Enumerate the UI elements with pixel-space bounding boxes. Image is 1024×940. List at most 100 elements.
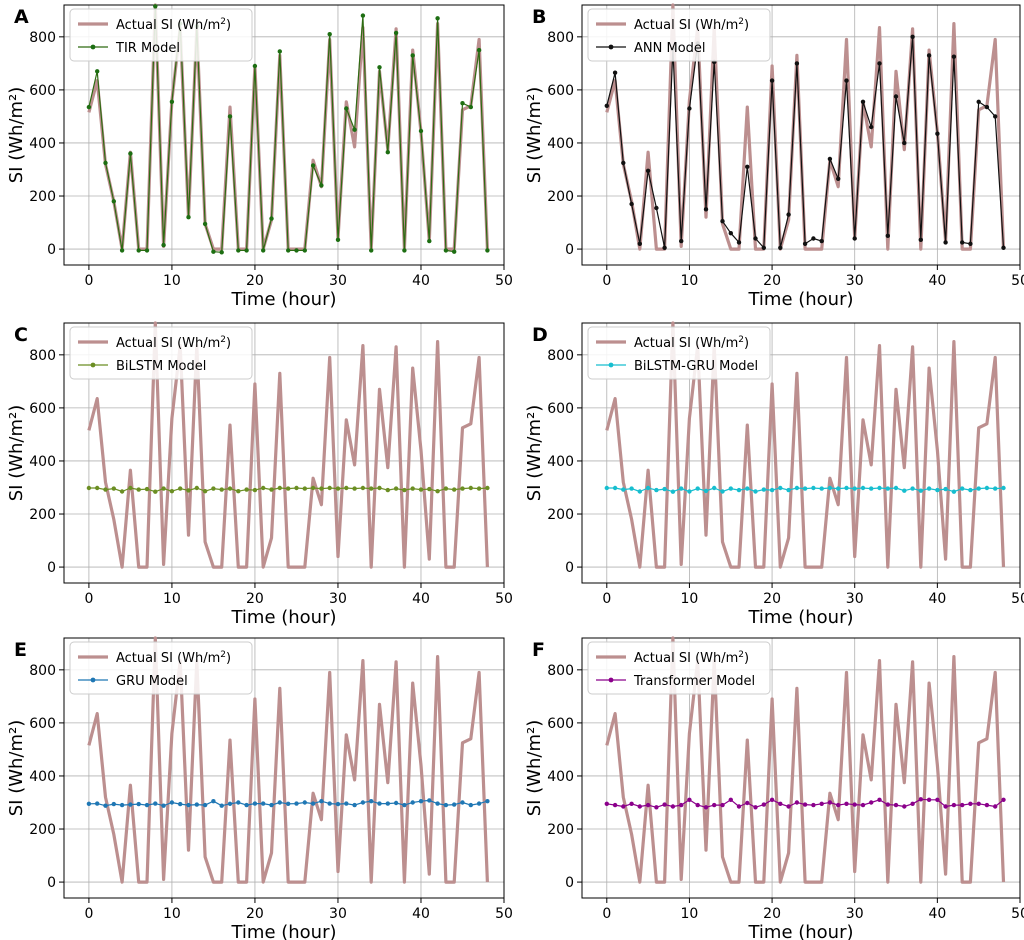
data-point: [778, 485, 783, 491]
data-point: [344, 485, 349, 491]
data-point: [86, 485, 92, 491]
x-tick-label: 50: [1011, 273, 1024, 289]
data-point: [860, 802, 866, 808]
data-point: [827, 800, 833, 805]
y-tick-label: 0: [565, 560, 574, 576]
data-point: [769, 487, 775, 493]
data-point: [720, 802, 725, 808]
data-point: [452, 802, 457, 807]
y-tick-label: 0: [565, 242, 574, 258]
x-axis-label: Time (hour): [747, 289, 853, 310]
panel-letter: C: [14, 324, 28, 346]
legend: Actual SI (Wh/m2) TIR Model: [69, 8, 253, 62]
legend-label-actual-sup: 2: [220, 650, 226, 660]
data-point: [769, 78, 775, 83]
data-point: [968, 801, 973, 806]
data-point: [629, 801, 634, 806]
data-point: [637, 241, 642, 246]
x-tick-label: 40: [928, 906, 946, 922]
data-point: [811, 236, 816, 241]
y-tick-label: 800: [29, 348, 56, 364]
data-point: [761, 802, 766, 807]
x-tick-label: 20: [763, 591, 781, 607]
data-point: [728, 231, 733, 236]
data-point: [119, 802, 125, 808]
data-point: [418, 128, 424, 134]
y-tick-label: 800: [547, 348, 574, 364]
data-point: [319, 486, 324, 491]
data-point: [761, 245, 766, 250]
data-point: [435, 489, 440, 494]
y-tick-label: 400: [29, 769, 56, 785]
data-point: [402, 248, 407, 253]
data-point: [219, 250, 224, 255]
data-point: [951, 489, 957, 494]
data-point: [178, 801, 183, 807]
legend: Actual SI (Wh/m2) Transformer Model: [587, 641, 771, 695]
data-point: [621, 160, 626, 166]
data-point: [385, 801, 390, 806]
data-point: [679, 238, 684, 244]
series-line-actual: [605, 321, 1006, 569]
legend-label-actual-tail: ): [226, 336, 231, 351]
legend-label-actual-main: Actual SI (Wh/m: [116, 336, 220, 351]
x-tick-label: 40: [928, 591, 946, 607]
panel-a: 0 10 20 30 40 50 0 200 400 600 800 Time (hour) SI (W…: [6, 3, 513, 310]
y-tick-label: 200: [547, 507, 574, 523]
data-point: [687, 106, 692, 111]
data-point: [435, 16, 440, 21]
data-point: [294, 485, 299, 491]
data-point: [968, 487, 973, 493]
legend-label-model: Transformer Model: [633, 674, 755, 689]
data-point: [269, 216, 274, 221]
y-tick-label: 400: [547, 136, 574, 152]
x-tick-label: 20: [246, 273, 264, 289]
data-point: [103, 803, 108, 808]
data-point: [604, 801, 609, 806]
data-point: [968, 241, 973, 246]
legend-label-actual-tail: ): [226, 651, 231, 666]
data-point: [736, 240, 742, 245]
data-point: [460, 800, 465, 805]
data-point: [877, 485, 882, 491]
data-point: [418, 487, 424, 492]
data-point: [645, 168, 651, 173]
x-tick-label: 10: [681, 906, 699, 922]
data-point: [452, 487, 457, 492]
x-tick-label: 0: [84, 273, 93, 289]
y-tick-label: 400: [29, 454, 56, 470]
data-point: [745, 486, 750, 491]
data-point: [720, 219, 725, 224]
x-tick-label: 0: [84, 591, 93, 607]
data-point: [236, 248, 241, 253]
y-tick-label: 800: [547, 30, 574, 46]
legend-box: [587, 641, 771, 695]
legend: Actual SI (Wh/m2) GRU Model: [69, 641, 253, 695]
data-point: [943, 804, 948, 809]
data-point: [662, 486, 667, 492]
y-axis-label: SI (Wh/m²): [6, 87, 27, 184]
data-point: [869, 800, 874, 805]
data-point: [1001, 797, 1006, 802]
x-tick-label: 10: [681, 591, 699, 607]
x-tick-label: 30: [846, 273, 864, 289]
y-tick-label: 200: [29, 822, 56, 838]
legend-label-actual-main: Actual SI (Wh/m: [634, 651, 738, 666]
x-tick-label: 10: [163, 591, 181, 607]
data-point: [385, 487, 390, 493]
data-point: [485, 799, 490, 804]
x-tick-label: 30: [846, 591, 864, 607]
panel-d: 0 10 20 30 40 50 0 200 400 600 800 Time (hour) SI (W…: [524, 321, 1024, 628]
x-tick-label: 50: [1011, 591, 1024, 607]
data-point: [427, 238, 432, 244]
data-point: [794, 61, 800, 66]
data-point: [186, 215, 191, 220]
data-point: [252, 487, 258, 493]
data-point: [736, 487, 742, 493]
data-point: [153, 489, 158, 494]
legend-label-actual-main: Actual SI (Wh/m: [116, 651, 220, 666]
y-tick-label: 600: [547, 83, 574, 99]
panel-letter: D: [532, 324, 548, 346]
data-point: [136, 248, 141, 253]
data-point: [976, 99, 981, 105]
